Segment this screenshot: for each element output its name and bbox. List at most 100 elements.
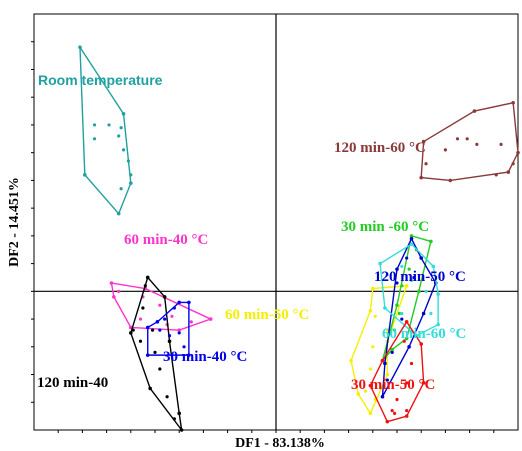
hull-vertex-point bbox=[511, 100, 515, 105]
series-label-120min-60c: 120 min-60 °C bbox=[334, 140, 426, 156]
data-point bbox=[409, 278, 414, 282]
series-group-8 bbox=[378, 242, 440, 338]
data-point bbox=[138, 339, 143, 343]
data-point bbox=[363, 389, 368, 393]
data-point bbox=[390, 350, 394, 354]
hull-vertex-point bbox=[145, 275, 150, 280]
data-point bbox=[158, 367, 162, 371]
hull-vertex-point bbox=[404, 336, 409, 341]
data-point bbox=[392, 411, 397, 415]
series-hull bbox=[381, 234, 432, 362]
data-point bbox=[409, 361, 414, 366]
series-group-6 bbox=[380, 234, 433, 363]
data-point bbox=[405, 408, 409, 413]
hull-vertex-point bbox=[421, 139, 426, 144]
hull-vertex-point bbox=[380, 358, 385, 363]
hull-vertex-point bbox=[356, 392, 361, 396]
hull-vertex-point bbox=[421, 311, 426, 316]
data-point bbox=[373, 314, 377, 318]
data-point bbox=[475, 142, 479, 146]
hull-vertex-point bbox=[368, 308, 373, 313]
hull-vertex-point bbox=[177, 411, 181, 416]
hull-vertex-point bbox=[419, 175, 424, 180]
data-point bbox=[172, 306, 176, 310]
data-point bbox=[163, 317, 167, 321]
hull-vertex-point bbox=[380, 394, 385, 399]
series-label-30min-40c: 30 min-40 °C bbox=[163, 349, 247, 365]
hull-vertex-point bbox=[112, 295, 116, 299]
data-point bbox=[395, 397, 399, 402]
data-point bbox=[371, 345, 375, 349]
data-point bbox=[424, 289, 428, 293]
series-label-60min-60c: 60 min-60 °C bbox=[382, 326, 466, 342]
hull-vertex-point bbox=[179, 428, 184, 432]
data-point bbox=[138, 317, 143, 321]
data-point bbox=[400, 264, 404, 268]
hull-vertex-point bbox=[448, 178, 453, 183]
hull-vertex-point bbox=[378, 261, 382, 266]
data-point bbox=[131, 328, 135, 332]
series-label-60min-40c: 60 min-40 °C bbox=[124, 232, 208, 248]
data-point bbox=[121, 148, 126, 152]
data-point bbox=[424, 162, 428, 166]
data-point bbox=[390, 408, 394, 413]
data-point bbox=[400, 284, 404, 288]
series-hull bbox=[130, 276, 183, 431]
series-label-120min-40: 120 min-40 bbox=[37, 375, 108, 391]
data-point bbox=[165, 395, 169, 399]
hull-vertex-point bbox=[404, 414, 409, 418]
data-point bbox=[182, 345, 186, 349]
data-point bbox=[158, 328, 162, 332]
data-point bbox=[400, 317, 404, 321]
data-point bbox=[167, 334, 172, 338]
series-group-7 bbox=[380, 236, 438, 399]
hull-vertex-point bbox=[78, 45, 82, 50]
hull-vertex-point bbox=[371, 286, 375, 291]
hull-vertex-point bbox=[421, 381, 426, 385]
data-point bbox=[407, 267, 411, 271]
hull-vertex-point bbox=[129, 331, 133, 335]
data-point bbox=[443, 148, 447, 152]
hull-vertex-point bbox=[109, 281, 114, 285]
series-group-9 bbox=[368, 320, 426, 424]
hull-vertex-point bbox=[177, 328, 181, 332]
hull-vertex-point bbox=[167, 339, 172, 344]
hull-vertex-point bbox=[208, 317, 213, 321]
data-point bbox=[400, 311, 404, 316]
series-label-60min-50c: 60 min-50 °C bbox=[225, 307, 309, 323]
series-group-2 bbox=[109, 281, 213, 332]
data-point bbox=[150, 328, 155, 332]
data-point bbox=[126, 159, 130, 163]
hull-vertex-point bbox=[419, 256, 424, 260]
data-point bbox=[158, 303, 162, 307]
hull-vertex-point bbox=[121, 112, 126, 116]
data-point bbox=[465, 137, 469, 141]
hull-vertex-point bbox=[472, 109, 477, 113]
data-point bbox=[397, 311, 402, 316]
data-point bbox=[429, 311, 433, 316]
series-hull bbox=[369, 320, 425, 423]
hull-vertex-point bbox=[187, 353, 191, 357]
hull-vertex-point bbox=[155, 320, 160, 324]
hull-vertex-point bbox=[177, 300, 181, 305]
data-point bbox=[405, 256, 409, 260]
x-axis-label: DF1 - 83.138% bbox=[235, 436, 325, 451]
hull-vertex-point bbox=[407, 345, 411, 349]
hull-vertex-point bbox=[409, 234, 414, 238]
hull-vertex-point bbox=[368, 383, 373, 388]
data-point bbox=[177, 331, 181, 335]
hull-vertex-point bbox=[429, 239, 433, 244]
data-point bbox=[385, 273, 389, 277]
hull-vertex-point bbox=[162, 295, 167, 299]
series-group-1 bbox=[419, 100, 520, 183]
group-hulls bbox=[78, 44, 520, 432]
data-point bbox=[143, 284, 147, 288]
hull-vertex-point bbox=[404, 320, 409, 324]
series-hull bbox=[379, 243, 439, 337]
hull-vertex-point bbox=[145, 353, 150, 357]
hull-vertex-point bbox=[416, 289, 421, 294]
data-point bbox=[455, 137, 460, 141]
data-point bbox=[385, 328, 389, 332]
hull-vertex-point bbox=[116, 211, 121, 216]
series-group-3 bbox=[129, 275, 184, 432]
